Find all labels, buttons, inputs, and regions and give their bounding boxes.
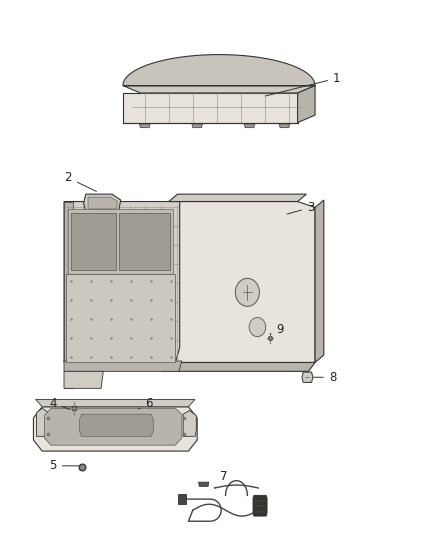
Polygon shape [140,124,150,128]
Polygon shape [297,86,315,123]
Polygon shape [279,124,290,128]
Polygon shape [169,194,306,201]
Polygon shape [64,201,73,389]
Polygon shape [64,372,103,389]
Text: 4: 4 [49,397,70,409]
Polygon shape [44,408,182,445]
Text: 1: 1 [265,72,341,96]
Polygon shape [84,194,121,211]
Polygon shape [244,124,255,128]
Polygon shape [177,494,186,504]
Text: 5: 5 [49,459,79,472]
Text: 6: 6 [138,397,153,409]
Ellipse shape [235,278,259,306]
Polygon shape [66,274,175,362]
Polygon shape [88,197,118,209]
Polygon shape [71,213,117,270]
Text: 3: 3 [287,201,314,214]
Polygon shape [68,209,173,274]
Polygon shape [81,212,127,230]
Polygon shape [123,93,297,123]
Polygon shape [123,86,315,93]
Polygon shape [64,201,180,362]
Polygon shape [33,407,197,451]
Ellipse shape [249,318,266,337]
Polygon shape [79,414,153,437]
Polygon shape [64,361,182,372]
Polygon shape [198,482,209,487]
Text: 8: 8 [314,371,336,384]
Text: 2: 2 [65,172,96,191]
Polygon shape [315,200,324,362]
Polygon shape [253,495,267,516]
Text: 7: 7 [215,471,227,488]
Text: 9: 9 [270,323,284,336]
Polygon shape [302,372,313,382]
Polygon shape [123,54,315,86]
Polygon shape [162,362,315,372]
Polygon shape [183,410,196,437]
Polygon shape [36,408,49,437]
Polygon shape [35,399,195,407]
Polygon shape [120,213,170,270]
Polygon shape [169,201,315,362]
Polygon shape [192,124,202,128]
